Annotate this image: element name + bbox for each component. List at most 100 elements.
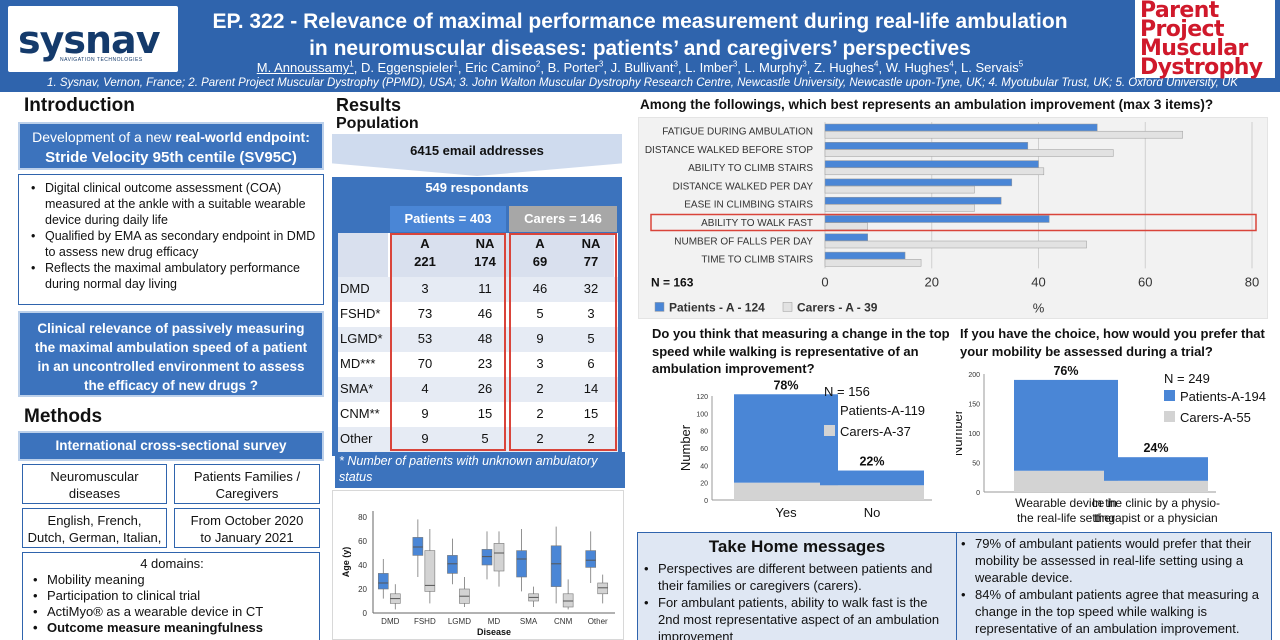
table-row (338, 327, 618, 352)
table-cell: 2 (587, 431, 595, 446)
q1-chart-frame: 0 20 40 60 80% FATIGUE DURING AMBULATION DISTA… (638, 117, 1268, 319)
author: Eric Camino2 (465, 60, 541, 76)
y-tick-label: 40 (700, 463, 708, 470)
row-label: DMD (340, 281, 370, 296)
header-blank (338, 233, 388, 277)
intro-bullet: Qualified by EMA as secondary endpoint i… (27, 228, 319, 260)
x-tick-label: 20 (925, 274, 939, 289)
table-cell: 6 (587, 356, 595, 371)
legend-label: Carers-A-55 (1180, 410, 1251, 425)
take-home-item: Perspectives are different between patie… (640, 560, 952, 594)
row-label: FSHD* (340, 306, 381, 321)
y-tick-label: 20 (358, 585, 367, 594)
y-tick-label: 120 (696, 394, 708, 401)
q1-title: Among the followings, which best represe… (640, 97, 1214, 112)
take-home-item: 84% of ambulant patients agree that meas… (957, 586, 1267, 637)
box (562, 593, 574, 608)
emails-arrow: 6415 email addresses (332, 134, 622, 176)
table-row (338, 352, 618, 377)
y-tick-label: 20 (700, 481, 708, 488)
box (424, 550, 436, 592)
bar (824, 259, 922, 267)
sysnav-tagline: NAVIGATION TECHNOLOGIES (60, 57, 143, 63)
patients-column-outline (390, 233, 506, 451)
author-affiliation-number: 3 (802, 60, 807, 69)
y-tick-label: 40 (358, 561, 367, 570)
legend-label: Patients-A-194 (1180, 389, 1266, 404)
domains-list: Mobility meaning Participation to clinic… (29, 572, 315, 636)
column-header-label: A (535, 236, 545, 251)
y-tick-label: 60 (700, 446, 708, 453)
column-header-count: 77 (583, 254, 599, 269)
percent-label: 24% (1143, 441, 1168, 455)
carers-bar (820, 485, 924, 500)
legend-swatch (1164, 390, 1175, 401)
author: M. Annoussamy1 (256, 60, 354, 76)
column-header-bg (512, 233, 568, 277)
author-affiliation-number: 3 (673, 60, 678, 69)
box (493, 543, 505, 572)
bar (824, 251, 906, 260)
table-cell: 11 (478, 281, 492, 296)
table-cell: 9 (421, 431, 429, 446)
category-label: DMD (381, 617, 399, 626)
table-cell: 46 (477, 306, 493, 321)
age-boxplot: 0 20 40 60 80 Age (y) Disease DMD FSHD LGMD MD SMA C… (341, 511, 615, 637)
highlight-box (650, 213, 1257, 232)
poster-title: EP. 322 - Relevance of maximal performan… (185, 8, 1095, 62)
q3-stacked-bar-chart: 0 50 100 150 200 Number 76% Wearable device in t… (956, 364, 1266, 525)
table-cell: 3 (536, 356, 544, 371)
table-cell: 9 (536, 331, 544, 346)
table-cell: 15 (583, 406, 599, 421)
y-tick-label: 80 (700, 429, 708, 436)
affiliations: 1. Sysnav, Vernon, France; 2. Parent Pro… (47, 77, 1238, 89)
legend-swatch (824, 425, 835, 436)
row-label: CNM** (340, 406, 380, 421)
sample-size-note: N = 156 (824, 384, 870, 399)
y-tick-label: 100 (968, 431, 980, 438)
q3-title: If you have the choice, how would you pr… (960, 326, 1265, 359)
methods-respondents-box: Patients Families / Caregivers (174, 464, 320, 504)
bar (824, 149, 1114, 157)
x-tick-label: 40 (1031, 274, 1045, 289)
category-label: ABILITY TO WALK FAST (701, 218, 813, 229)
respondants-banner: 549 respondants (332, 177, 622, 203)
title-line-1: EP. 322 - Relevance of maximal performan… (212, 10, 1068, 33)
q2-stacked-bar-chart: 0 20 40 60 80 100 120 Number 78% Yes 22% No N = 156 P… (678, 378, 932, 520)
category-label: LGMD (448, 617, 471, 626)
box (412, 537, 424, 556)
author: D. Eggenspieler1 (360, 60, 458, 76)
patients-bar (1014, 379, 1118, 471)
table-cell: 2 (536, 381, 544, 396)
table-cell: 53 (417, 331, 433, 346)
bar (824, 215, 1050, 223)
legend-swatch (1164, 411, 1175, 422)
title-line-2: in neuromuscular diseases: patients’ and… (309, 37, 971, 60)
category-label: Yes (775, 505, 797, 520)
y-tick-label: 0 (363, 609, 368, 618)
box (516, 550, 527, 578)
methods-period-box: From October 2020 to January 2021 (174, 508, 320, 548)
category-label: EASE IN CLIMBING STAIRS (684, 200, 813, 211)
intro-bullet: Reflects the maximal ambulatory performa… (27, 260, 319, 292)
author: L. Servais5 (960, 60, 1024, 76)
column-header-count: 221 (414, 254, 436, 269)
intro-heading: Introduction (24, 95, 135, 116)
legend-label: Carers - A - 39 (797, 300, 878, 314)
table-cell: 5 (536, 306, 544, 321)
table-cell: 3 (421, 281, 429, 296)
take-home-box: Take Home messages Perspectives are diff… (637, 532, 957, 640)
table-cell: 4 (421, 381, 429, 396)
row-label: SMA* (340, 381, 374, 396)
category-label: SMA (520, 617, 538, 626)
category-label: TIME TO CLIMB STAIRS (701, 255, 813, 266)
take-home-item: 79% of ambulant patients would prefer th… (957, 535, 1267, 586)
bar (824, 196, 1002, 205)
age-boxplot-frame: 0 20 40 60 80 Age (y) Disease DMD FSHD LGMD MD SMA C… (332, 490, 624, 640)
table-cell: 23 (477, 356, 493, 371)
intro-bullets: Digital clinical outcome assessment (COA… (27, 180, 319, 292)
domain-item: ActiMyo® as a wearable device in CT (29, 604, 315, 620)
box (377, 573, 389, 590)
author-affiliation-number: 2 (535, 60, 541, 69)
